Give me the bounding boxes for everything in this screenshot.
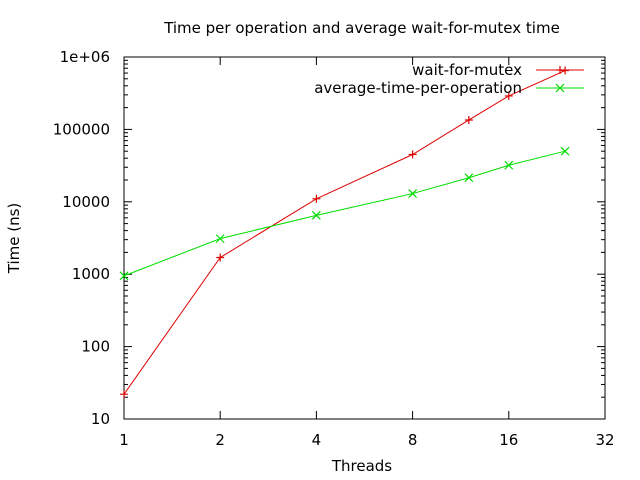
y-tick-label-4: 100000 [53,120,110,138]
plot-area: 1 2 4 8 16 32 10 100 1000 10000 100000 1e+06 wait-fo… [53,48,615,449]
y-tick-label-5: 1e+06 [60,48,110,66]
x-tick-label-0: 1 [119,431,129,449]
y-axis-label: Time (ns) [5,203,23,275]
legend-label-1: average-time-per-operation [314,79,522,97]
series-line-1 [123,150,566,277]
legend-label-0: wait-for-mutex [412,61,522,79]
data-point [215,234,225,244]
y-tick-label-2: 1000 [72,265,110,283]
series-1 [119,146,570,281]
data-point [408,189,418,198]
chart-title: Time per operation and average wait-for-… [163,19,560,37]
data-point [312,194,321,203]
data-point [311,210,321,220]
legend-entry-1: average-time-per-operation [314,79,584,97]
data-point [504,91,513,100]
data-point [464,115,473,124]
data-point [464,173,474,183]
x-axis-label: Threads [331,457,392,475]
series-0 [120,66,570,399]
data-point [120,390,128,399]
x-tick-label-5: 32 [595,431,614,449]
y-tick-label-3: 10000 [62,193,110,211]
data-point [216,253,225,262]
data-point [408,150,417,159]
legend-marker-1 [555,83,565,93]
plot-frame [123,56,606,420]
x-tick-label-1: 2 [215,431,225,449]
legend-marker-0 [556,66,564,74]
data-point [504,160,514,170]
x-tick-label-2: 4 [312,431,322,449]
x-tick-label-4: 16 [499,431,518,449]
data-point [560,146,570,156]
series-line-0 [123,70,566,395]
x-tick-label-3: 8 [408,431,418,449]
y-tick-label-1: 100 [81,338,110,356]
legend-entry-0: wait-for-mutex [412,61,584,79]
data-point [119,271,129,281]
y-tick-label-0: 10 [91,410,110,428]
